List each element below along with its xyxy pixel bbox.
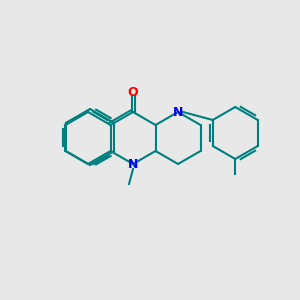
Text: N: N: [128, 158, 138, 170]
Text: O: O: [128, 85, 138, 98]
Text: N: N: [173, 106, 183, 118]
